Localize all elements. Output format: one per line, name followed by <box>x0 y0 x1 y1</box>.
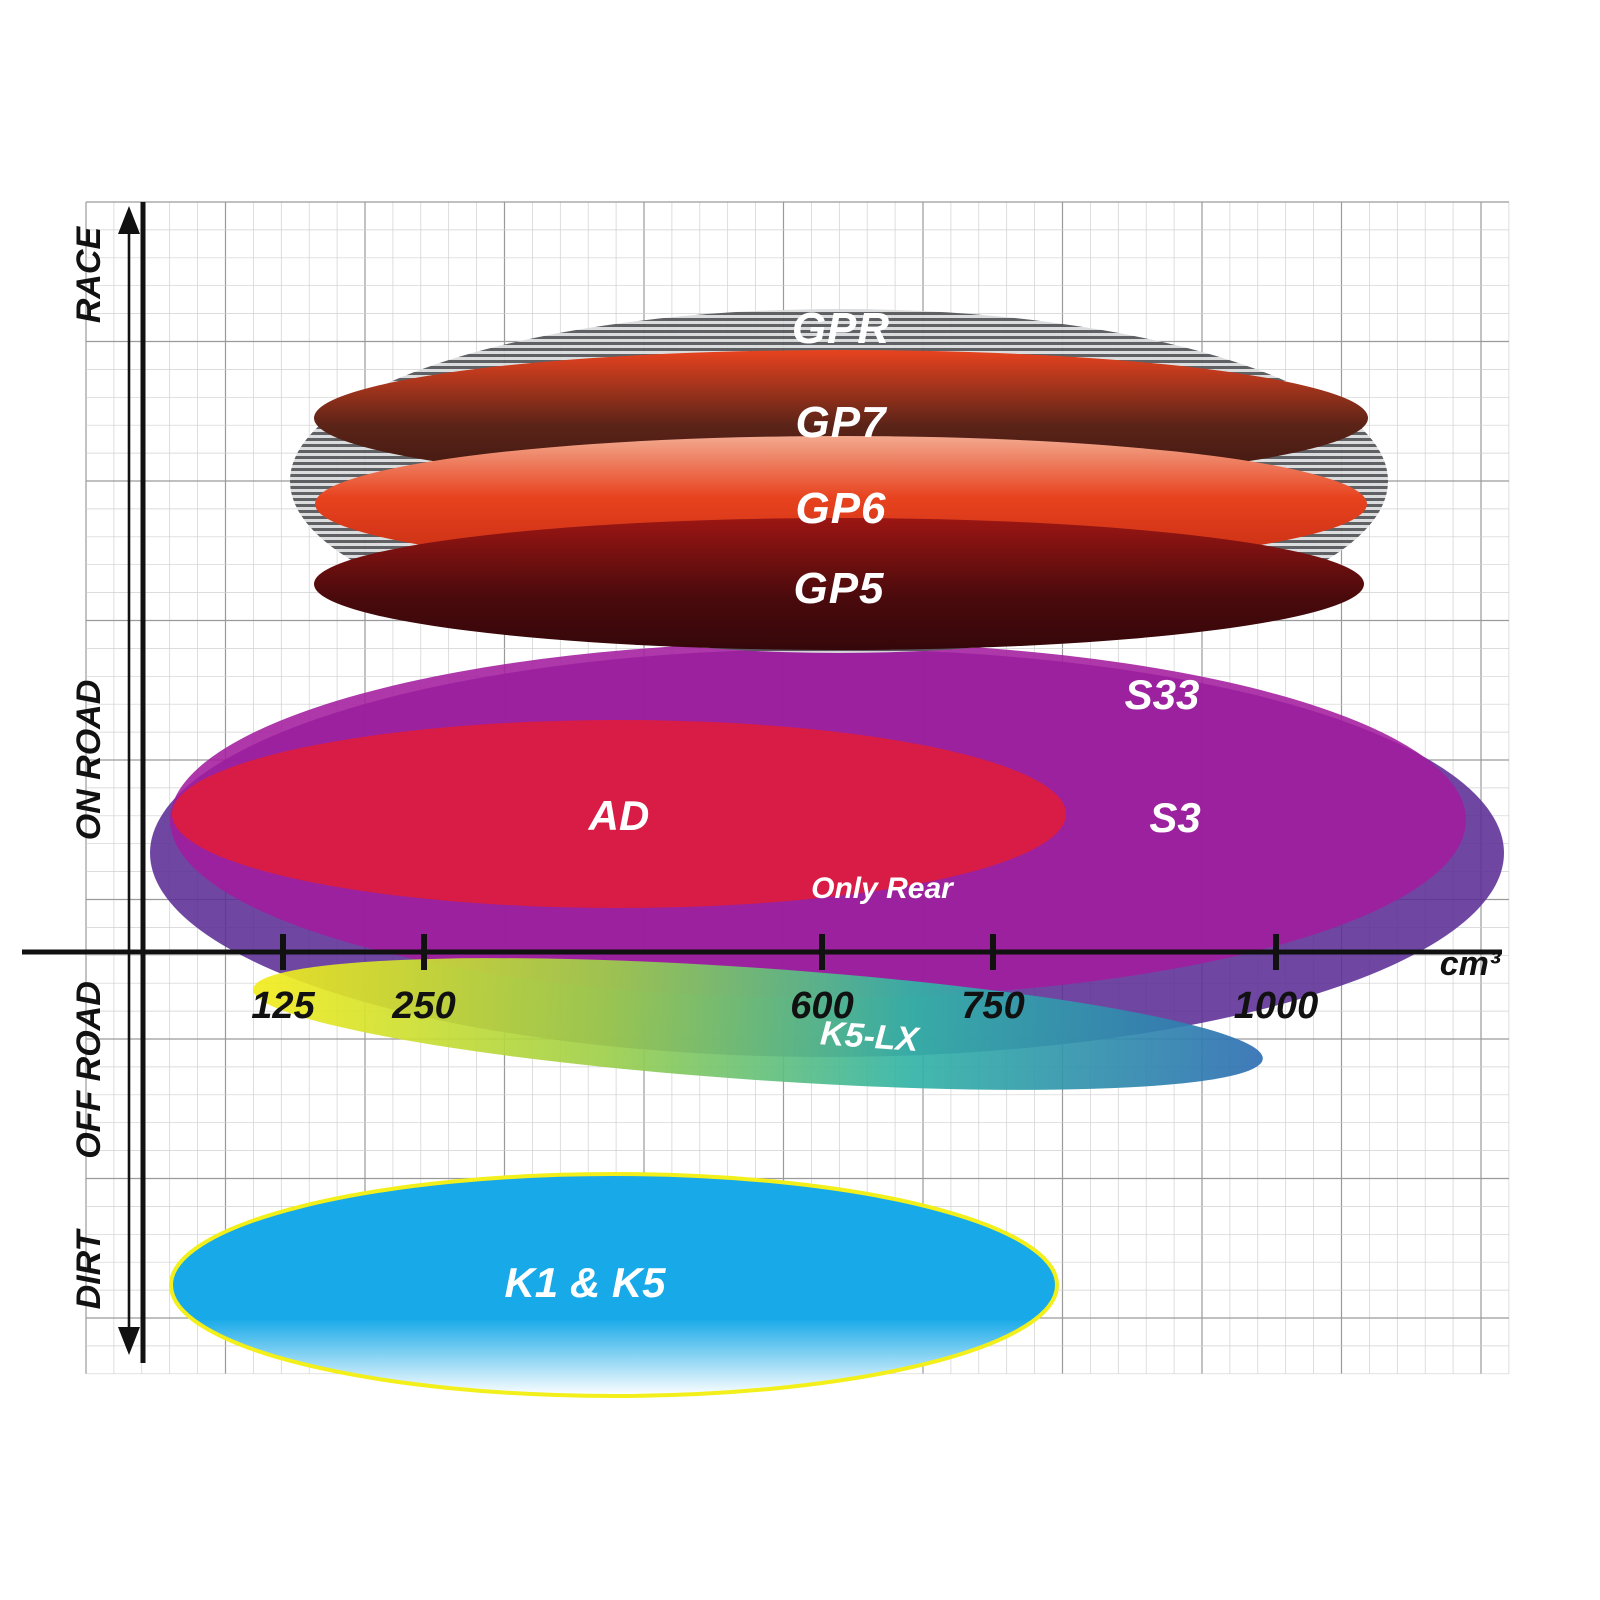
svg-text:OFF ROAD: OFF ROAD <box>70 981 108 1159</box>
svg-text:Only Rear: Only Rear <box>811 872 955 905</box>
svg-text:ON ROAD: ON ROAD <box>70 680 108 841</box>
svg-text:125: 125 <box>251 985 315 1027</box>
svg-text:GPR: GPR <box>792 304 890 353</box>
svg-text:RACE: RACE <box>70 226 108 324</box>
svg-text:S33: S33 <box>1125 671 1200 718</box>
svg-text:S3: S3 <box>1149 794 1200 841</box>
svg-text:GP5: GP5 <box>793 564 884 613</box>
svg-text:K1 & K5: K1 & K5 <box>504 1259 666 1306</box>
svg-text:DIRT: DIRT <box>70 1227 108 1309</box>
svg-text:600: 600 <box>790 985 853 1027</box>
svg-text:AD: AD <box>588 792 650 839</box>
svg-text:250: 250 <box>391 985 455 1027</box>
svg-text:GP7: GP7 <box>795 398 888 447</box>
svg-text:1000: 1000 <box>1234 985 1319 1027</box>
svg-text:750: 750 <box>961 985 1024 1027</box>
svg-text:GP6: GP6 <box>795 484 886 533</box>
